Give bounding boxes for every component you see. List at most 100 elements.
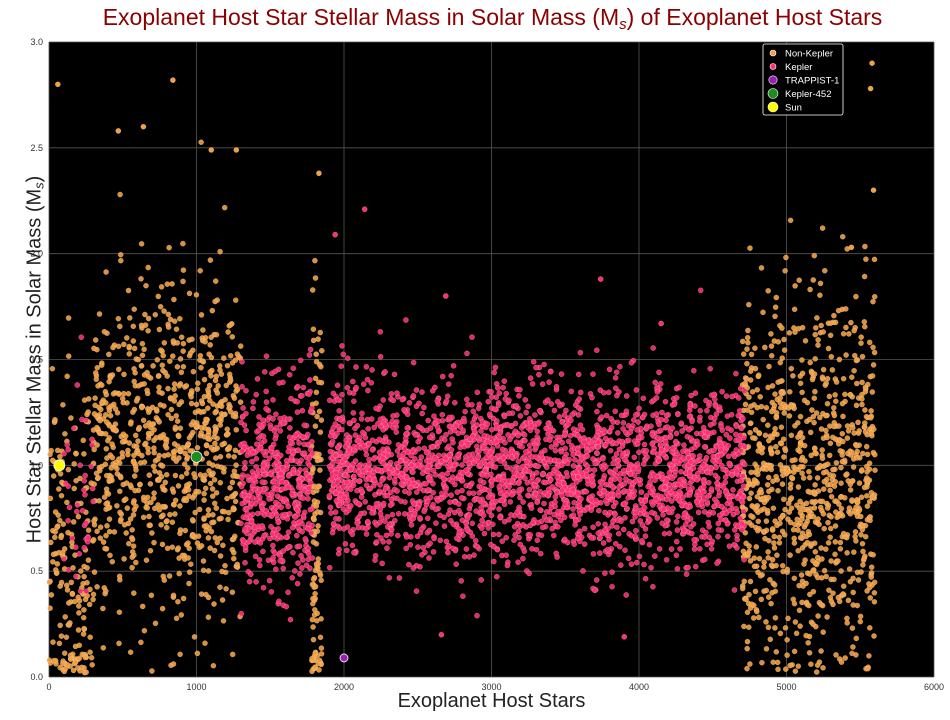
data-point [489, 478, 495, 485]
data-point [273, 411, 279, 418]
data-point [618, 412, 625, 419]
data-point [533, 444, 539, 451]
data-point [736, 407, 743, 414]
data-point [377, 353, 384, 360]
data-point [64, 587, 71, 593]
data-point [799, 578, 806, 585]
data-point [652, 553, 658, 559]
data-point [383, 532, 390, 539]
data-point [126, 343, 132, 350]
data-point [178, 612, 185, 618]
data-point [778, 404, 784, 411]
data-point [765, 474, 772, 481]
data-point [351, 549, 357, 556]
data-point [504, 562, 511, 569]
data-point [757, 573, 764, 579]
data-point [595, 444, 601, 450]
data-point [446, 414, 453, 421]
data-point [467, 502, 474, 508]
data-point [737, 491, 744, 498]
data-point [177, 503, 183, 509]
data-point [772, 625, 778, 631]
data-point [287, 425, 293, 431]
data-point [711, 391, 718, 398]
data-point [431, 413, 437, 419]
data-point [318, 347, 325, 354]
data-point [313, 351, 320, 358]
data-point [771, 430, 778, 437]
data-point [96, 497, 102, 504]
data-point [559, 462, 565, 468]
data-point [205, 614, 212, 621]
data-point [609, 569, 615, 576]
data-point [570, 463, 577, 469]
data-point [689, 418, 695, 425]
data-point [806, 531, 813, 538]
data-point [820, 366, 827, 373]
data-point [743, 375, 750, 382]
data-point [521, 513, 527, 520]
data-point [239, 358, 245, 365]
data-point [92, 337, 99, 343]
data-point [862, 407, 868, 413]
data-point [620, 501, 627, 507]
data-point [100, 605, 106, 612]
data-point [103, 588, 109, 594]
data-point [410, 515, 417, 522]
data-point [425, 475, 432, 482]
data-point [863, 443, 870, 450]
data-point [210, 401, 216, 407]
data-point [751, 563, 758, 570]
data-point [186, 434, 193, 441]
data-point [117, 251, 124, 258]
data-point [384, 545, 390, 552]
data-point [231, 468, 238, 475]
data-point [648, 564, 654, 571]
data-point [209, 519, 215, 526]
data-point [213, 331, 220, 338]
data-point [864, 492, 870, 499]
data-point [555, 508, 561, 515]
data-point [857, 618, 864, 625]
data-point [851, 367, 857, 374]
data-point [475, 454, 482, 461]
data-point [742, 444, 748, 450]
data-point [760, 416, 767, 423]
data-point [316, 170, 322, 177]
data-point [598, 414, 605, 420]
data-point [768, 352, 775, 359]
data-point [453, 535, 460, 542]
data-point [521, 431, 528, 438]
data-point [181, 461, 188, 467]
data-point [476, 401, 483, 408]
data-point [799, 357, 805, 363]
data-point [569, 482, 576, 489]
data-point [866, 653, 872, 659]
data-point [676, 488, 683, 495]
data-point [187, 447, 193, 454]
data-point [127, 421, 134, 427]
data-point [354, 444, 361, 450]
data-point [288, 454, 295, 461]
data-point [49, 457, 56, 464]
data-point [511, 523, 518, 530]
data-point [828, 353, 835, 360]
data-point [525, 492, 531, 499]
data-point [268, 523, 274, 530]
data-point [718, 462, 725, 469]
data-point [815, 488, 822, 494]
data-point [155, 373, 162, 380]
data-point [80, 631, 87, 637]
data-point [141, 497, 147, 504]
data-point [65, 315, 72, 321]
data-point [145, 445, 151, 452]
data-point [701, 443, 708, 450]
data-point [669, 475, 676, 482]
data-point [814, 574, 821, 581]
data-point [799, 470, 805, 477]
data-point [180, 348, 186, 354]
data-point [297, 518, 304, 525]
data-point [316, 657, 323, 664]
data-point [463, 546, 470, 552]
data-point [403, 456, 409, 463]
